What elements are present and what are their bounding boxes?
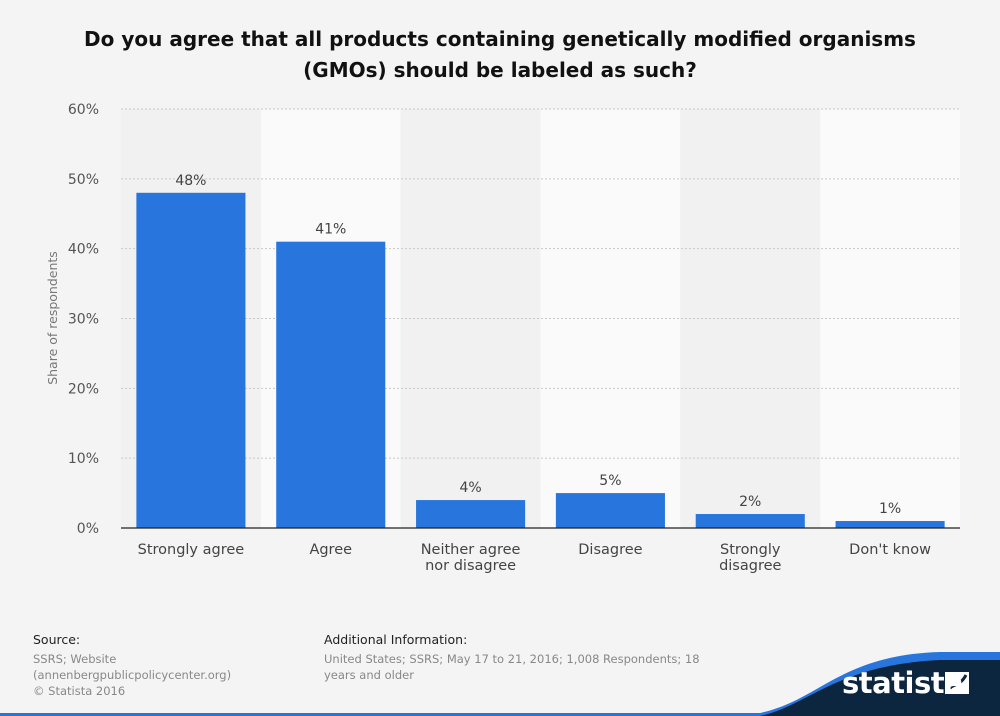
y-tick-label: 50% [68,172,99,188]
data-label: 48% [175,173,206,189]
bar[interactable] [416,500,526,528]
statista-logo-icon [945,672,969,694]
x-tick-label: Disagree [578,542,642,558]
bar[interactable] [276,241,386,528]
y-tick-label: 20% [68,381,99,397]
additional-info-text: United States; SSRS; May 17 to 21, 2016;… [324,652,700,682]
category-labels: Strongly agree Agree Neither agree nor disa… [138,542,932,574]
bar[interactable] [555,493,665,528]
y-tick-label: 0% [77,521,99,537]
data-label: 2% [739,494,761,510]
y-tick-label: 30% [68,312,99,328]
additional-info-heading: Additional Information: [324,632,468,647]
additional-info-block: Additional Information: United States; S… [324,632,714,683]
source-block: Source: SSRS; Website (annenbergpublicpo… [33,632,313,699]
source-text[interactable]: SSRS; Website (annenbergpublicpolicycent… [33,652,232,682]
y-axis-label: Share of respondents [45,251,60,385]
bar[interactable] [136,192,246,529]
data-label: 41% [315,222,346,238]
y-tick-label: 60% [68,102,99,118]
bars [136,192,945,529]
data-label: 4% [459,480,481,496]
x-tick-label: Don't know [849,542,931,558]
y-tick-label: 10% [68,451,99,467]
value-labels: 48% 41% 4% 5% 2% 1% [175,173,901,517]
chart-title: Do you agree that all products containin… [84,27,916,82]
bar[interactable] [835,521,945,528]
statista-logo-text: statista [842,666,964,700]
x-tick-label: Neither agree nor disagree [421,542,521,574]
y-tick-label: 40% [68,242,99,258]
copyright-text: © Statista 2016 [33,684,126,698]
x-tick-label: Strongly agree [138,542,245,558]
data-label: 1% [879,501,901,517]
bar[interactable] [695,514,805,528]
source-heading: Source: [33,632,81,647]
x-tick-label: Agree [309,542,352,558]
footer-wave-dark [760,660,1000,716]
x-tick-label: Strongly disagree [719,542,781,574]
y-axis-ticks: 0% 10% 20% 30% 40% 50% 60% [68,102,99,537]
data-label: 5% [599,473,621,489]
